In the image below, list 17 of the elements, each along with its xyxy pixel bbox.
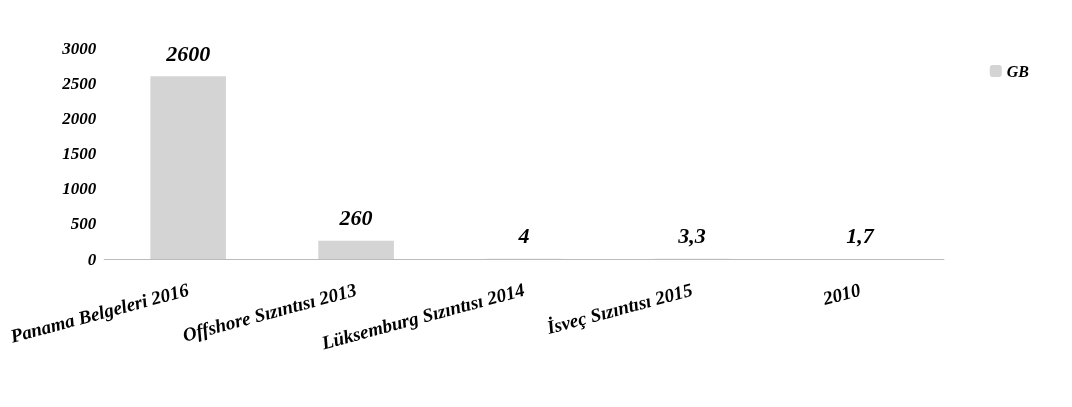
y-tick-label: 3000: [61, 38, 97, 58]
y-tick-label: 1000: [62, 179, 97, 199]
bar: [150, 76, 226, 259]
data-label: 3,3: [677, 223, 706, 249]
legend-label: GB: [1006, 62, 1030, 80]
x-tick-label: 2010: [819, 278, 864, 310]
data-label: 4: [517, 223, 530, 249]
x-tick-label: İsveç Sızıntısı 2015: [543, 278, 696, 339]
bar: [318, 240, 394, 259]
data-label: 1,7: [846, 223, 875, 249]
data-label: 260: [338, 205, 373, 231]
y-tick-label: 1500: [62, 144, 97, 163]
y-tick-label: 2500: [61, 73, 97, 93]
y-tick-label: 0: [87, 249, 97, 269]
data-label: 2600: [165, 40, 211, 66]
y-tick-label: 2000: [61, 108, 97, 128]
y-tick-label: 500: [70, 214, 97, 234]
